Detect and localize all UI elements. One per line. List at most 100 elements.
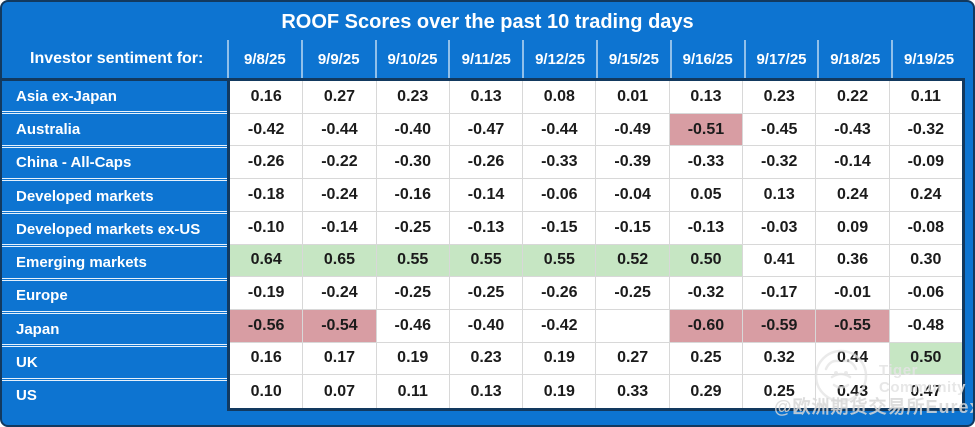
score-cell: -0.46 (376, 309, 450, 343)
score-cell: 0.19 (523, 342, 597, 376)
row-label: Australia (2, 111, 227, 144)
date-header-cell: 9/8/25 (227, 40, 301, 78)
score-cell: 0.16 (230, 81, 304, 114)
score-cell: -0.51 (669, 113, 744, 147)
row-label: China - All-Caps (2, 144, 227, 178)
score-cell: -0.45 (743, 113, 817, 147)
score-cell: -0.44 (523, 113, 597, 147)
score-cell: -0.54 (303, 309, 377, 343)
row-label: Emerging markets (2, 244, 227, 277)
table-header-row: Investor sentiment for: 9/8/25 9/9/25 9/10… (2, 40, 965, 81)
score-cell: 0.43 (816, 375, 890, 409)
score-cell: -0.42 (523, 309, 597, 343)
score-cell: 0.19 (523, 375, 597, 409)
row-label: US (2, 377, 227, 411)
score-cell: -0.06 (523, 179, 597, 212)
score-cell: 0.01 (596, 81, 670, 114)
score-cell: 0.65 (303, 244, 377, 278)
score-cell: 0.22 (816, 81, 890, 114)
score-cell: -0.13 (669, 211, 744, 245)
table-row: 0.16 0.27 0.23 0.13 0.08 0.01 0.13 0.23 0.22 0.11 (230, 81, 962, 114)
corner-header-label: Investor sentiment for: (30, 50, 204, 67)
table-row: 0.16 0.17 0.19 0.23 0.19 0.27 0.25 0.32 0.44 0.50 (230, 342, 962, 376)
score-cell: -0.03 (743, 211, 817, 245)
score-cell: -0.16 (376, 179, 450, 212)
score-cell: -0.19 (230, 277, 304, 310)
score-cell: -0.22 (303, 146, 377, 180)
score-cell: -0.06 (889, 277, 962, 310)
score-cell: -0.25 (376, 211, 450, 245)
score-cell: -0.47 (449, 113, 524, 147)
score-cell: -0.26 (449, 146, 524, 180)
date-header-cell: 9/11/25 (448, 40, 522, 78)
score-cell: 0.25 (669, 342, 744, 376)
score-cell: -0.26 (230, 146, 304, 180)
score-cell: -0.33 (669, 146, 744, 180)
row-label: Developed markets (2, 177, 227, 211)
score-cell: 0.11 (376, 375, 450, 409)
score-cell: -0.32 (743, 146, 817, 180)
score-cell: -0.08 (889, 211, 962, 245)
date-header-cell: 9/16/25 (669, 40, 744, 78)
score-cell: 0.11 (889, 81, 962, 114)
score-cell: 0.09 (816, 211, 890, 245)
score-cell: -0.42 (230, 113, 304, 147)
score-cell: -0.13 (449, 211, 524, 245)
score-cell: -0.33 (523, 146, 597, 180)
score-cell: -0.18 (230, 179, 304, 212)
score-cell: -0.40 (376, 113, 450, 147)
score-cell: 0.13 (743, 179, 817, 212)
score-cell: 0.16 (230, 342, 304, 376)
score-cell: -0.40 (449, 309, 524, 343)
table-row: -0.56 -0.54 -0.46 -0.40 -0.42 -0.60 -0.59 -0.55… (230, 309, 962, 343)
score-cell: -0.24 (303, 277, 377, 310)
score-cell: -0.25 (449, 277, 524, 310)
score-cell: -0.32 (669, 277, 744, 310)
score-cell: 0.32 (743, 342, 817, 376)
table-body: 0.16 0.27 0.23 0.13 0.08 0.01 0.13 0.23 0.22 0.11… (227, 81, 965, 411)
score-cell: 0.05 (669, 179, 744, 212)
score-cell: 0.23 (743, 81, 817, 114)
score-cell: -0.04 (596, 179, 670, 212)
date-header-cell: 9/9/25 (300, 40, 375, 78)
score-cell: 0.55 (449, 244, 524, 278)
score-cell: -0.15 (523, 211, 597, 245)
score-cell: -0.59 (743, 309, 817, 343)
row-label: Developed markets ex-US (2, 211, 227, 244)
score-cell: -0.15 (596, 211, 670, 245)
score-cell: 0.24 (889, 179, 962, 212)
score-cell: 0.08 (523, 81, 597, 114)
score-cell: -0.30 (376, 146, 450, 180)
row-label: Japan (2, 311, 227, 344)
score-cell: 0.55 (523, 244, 597, 278)
score-cell: -0.17 (743, 277, 817, 310)
score-cell: 0.13 (449, 375, 524, 409)
table-row: -0.19 -0.24 -0.25 -0.25 -0.26 -0.25 -0.32 -0.17… (230, 277, 962, 310)
score-cell: 0.13 (669, 81, 744, 114)
score-cell: -0.39 (596, 146, 670, 180)
score-cell: -0.44 (303, 113, 377, 147)
date-header-cell: 9/18/25 (817, 40, 891, 78)
score-cell: 0.13 (449, 81, 524, 114)
score-cell: 0.10 (230, 375, 304, 409)
score-cell: -0.01 (816, 277, 890, 310)
score-cell: 0.17 (303, 342, 377, 376)
score-cell: -0.10 (230, 211, 304, 245)
score-cell: -0.60 (669, 309, 744, 343)
score-cell: -0.49 (596, 113, 670, 147)
table-row: 0.10 0.07 0.11 0.13 0.19 0.33 0.29 0.25 0.43 0.47 (230, 375, 962, 409)
table-row: -0.10 -0.14 -0.25 -0.13 -0.15 -0.15 -0.13 -0.03… (230, 211, 962, 245)
score-cell: 0.23 (449, 342, 524, 376)
score-cell: 0.41 (743, 244, 817, 278)
score-cell: 0.25 (743, 375, 817, 409)
table-row: -0.18 -0.24 -0.16 -0.14 -0.06 -0.04 0.05 0.13 0.… (230, 179, 962, 212)
score-cell: 0.44 (816, 342, 890, 376)
score-cell: 0.23 (376, 81, 450, 114)
score-cell: 0.30 (889, 244, 962, 278)
date-header-cell: 9/19/25 (891, 40, 965, 78)
score-cell: -0.43 (816, 113, 890, 147)
score-cell: -0.48 (889, 309, 962, 343)
date-header-cell: 9/15/25 (595, 40, 670, 78)
score-cell: 0.52 (596, 244, 670, 278)
